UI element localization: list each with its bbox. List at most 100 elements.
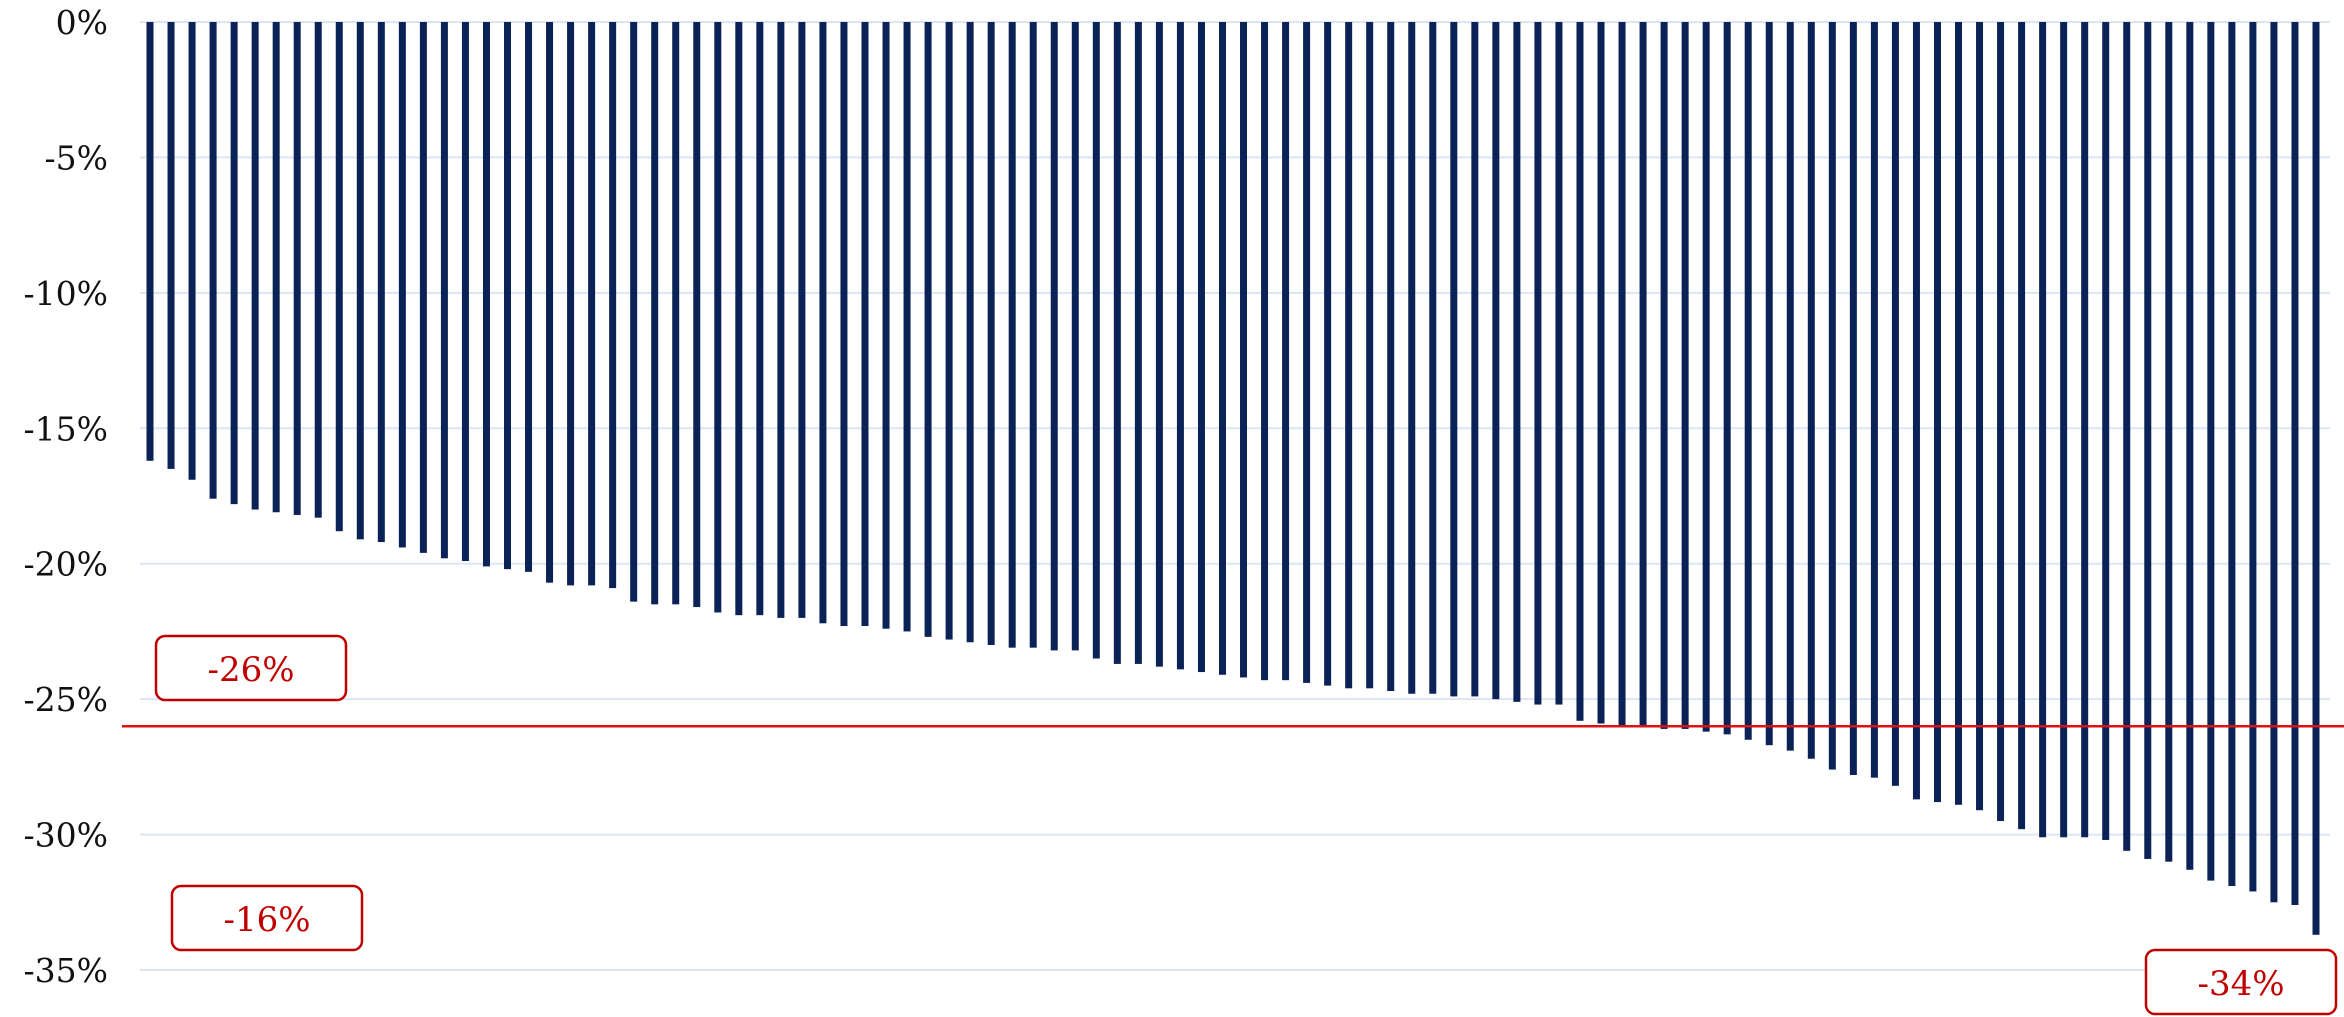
bar [1849, 22, 1857, 775]
bar [2186, 22, 2194, 870]
bar [1681, 22, 1689, 729]
bar [588, 22, 596, 586]
bar [1092, 22, 1100, 659]
bar [2207, 22, 2215, 881]
bar [840, 22, 848, 627]
bar [1366, 22, 1374, 689]
callout-box [170, 884, 364, 952]
bar [1891, 22, 1899, 786]
bar [1029, 22, 1037, 648]
y-tick-label: -15% [24, 409, 109, 448]
bar [1429, 22, 1437, 694]
bar [1345, 22, 1353, 689]
bar [1765, 22, 1773, 746]
bar [1492, 22, 1500, 700]
bar [1534, 22, 1542, 705]
bar [945, 22, 953, 640]
bar [1933, 22, 1941, 803]
bar [2312, 22, 2320, 935]
bar [1513, 22, 1521, 702]
bar [1113, 22, 1121, 664]
bar [230, 22, 238, 505]
bar [1828, 22, 1836, 770]
bar [398, 22, 406, 548]
callout-ref-average: -26% [154, 634, 348, 702]
bar [567, 22, 575, 586]
y-axis-ticks: 0% -5% -10% -15% -20% -25% -30% -35% [24, 3, 109, 990]
bar [293, 22, 301, 515]
callout-max-decline: -34% [2144, 948, 2338, 1016]
bar [735, 22, 743, 616]
bar [1955, 22, 1962, 805]
bar [2165, 22, 2173, 862]
bar [1555, 22, 1563, 705]
bar [1303, 22, 1311, 683]
bar [1744, 22, 1752, 740]
y-tick-label: -10% [24, 274, 109, 313]
bar [1408, 22, 1416, 694]
bar [419, 22, 427, 553]
bar [1618, 22, 1626, 727]
bar [251, 22, 259, 510]
bar [2081, 22, 2089, 838]
callout-label: -26% [207, 650, 294, 690]
bar [504, 22, 511, 570]
y-tick-label: 0% [56, 3, 108, 42]
bar [2291, 22, 2299, 905]
bar [525, 22, 533, 572]
bar [209, 22, 217, 499]
bar [1197, 22, 1205, 673]
bar [882, 22, 890, 629]
bar [1218, 22, 1226, 675]
bar [188, 22, 196, 480]
bar [1282, 22, 1290, 681]
bar [2018, 22, 2026, 830]
bar [272, 22, 280, 513]
bar [1639, 22, 1647, 727]
bar [335, 22, 343, 532]
callout-box [2144, 948, 2338, 1016]
bar [1155, 22, 1163, 667]
y-tick-label: -5% [44, 138, 108, 177]
bar [482, 22, 490, 567]
bar [1702, 22, 1710, 732]
bar [314, 22, 322, 518]
y-tick-label: -30% [24, 816, 109, 855]
bar [903, 22, 911, 632]
bar [2270, 22, 2278, 903]
bar [356, 22, 364, 540]
bar [1807, 22, 1815, 759]
bar [777, 22, 785, 618]
bar [1786, 22, 1794, 751]
bar [1450, 22, 1458, 697]
bar [924, 22, 932, 637]
bar [2144, 22, 2152, 859]
bar [714, 22, 722, 613]
bar [2039, 22, 2047, 838]
bar [1240, 22, 1248, 678]
bars [146, 22, 2320, 935]
bar [2102, 22, 2110, 840]
bar [966, 22, 974, 643]
bar [1261, 22, 1269, 681]
bar [1071, 22, 1079, 651]
bar [672, 22, 680, 605]
callout-label: -16% [223, 900, 310, 940]
bar [2060, 22, 2068, 838]
bar [987, 22, 995, 645]
bar [2249, 22, 2257, 892]
y-tick-label: -20% [24, 545, 109, 584]
bar [1997, 22, 2005, 822]
bar [1050, 22, 1058, 651]
bar [651, 22, 659, 605]
bar [1976, 22, 1984, 811]
bar [693, 22, 701, 608]
bar [546, 22, 554, 583]
bar [861, 22, 869, 627]
bar [1324, 22, 1332, 686]
bar [377, 22, 385, 543]
bar [819, 22, 827, 624]
bar [798, 22, 806, 618]
callout-label: -34% [2197, 964, 2284, 1004]
